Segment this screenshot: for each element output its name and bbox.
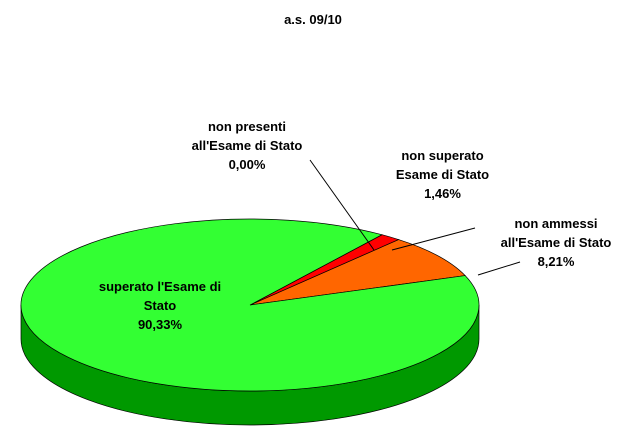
category-label: non ammessi all'Esame di Stato [500,216,612,250]
data-label: non ammessi all'Esame di Stato 8,21% [500,214,612,271]
value-label: 0,00% [228,157,266,172]
data-label: non presenti all'Esame di Stato 0,00% [182,117,312,174]
category-label: non presenti all'Esame di Stato [191,119,303,153]
value-label: 90,33% [137,317,183,332]
value-label: 1,46% [424,186,461,201]
data-label: superato l'Esame di Stato 90,33% [85,277,235,334]
data-label: non superato Esame di Stato 1,46% [385,146,500,203]
leader-line [391,227,476,251]
category-label: non superato Esame di Stato [395,148,490,182]
slice [249,239,466,306]
leader-line [309,159,375,251]
value-label: 8,21% [537,254,575,269]
category-label: superato l'Esame di Stato [98,279,222,313]
slice [20,218,480,392]
chart-title: a.s. 09/10 [284,12,342,27]
leader-line [477,261,521,276]
